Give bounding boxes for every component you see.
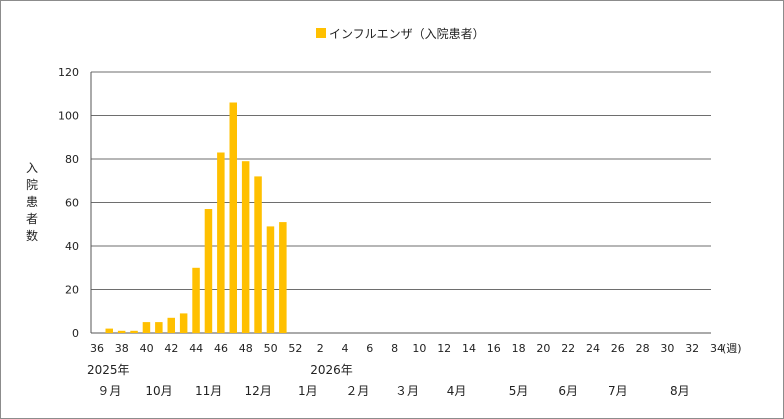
x-tick-label: 6 — [366, 342, 373, 355]
y-tick-label: 40 — [65, 240, 79, 253]
x-tick-label: 40 — [140, 342, 154, 355]
x-tick-label: 20 — [536, 342, 550, 355]
month-label: 1月 — [298, 384, 318, 398]
x-tick-labels: 36 38 40 42 44 46 48 50 52 2 4 6 8 10 12 14 16 18 20 22 24 26… — [90, 342, 724, 355]
month-label: 8月 — [670, 384, 690, 398]
y-axis-label-char: 数 — [26, 228, 38, 243]
bar — [229, 102, 237, 333]
x-tick-label: 8 — [391, 342, 398, 355]
x-tick-label: 22 — [561, 342, 575, 355]
y-tick-label: 0 — [72, 327, 79, 340]
y-tick-label: 100 — [58, 110, 79, 123]
bar — [155, 322, 163, 333]
month-label: ３月 — [395, 384, 419, 398]
bar — [130, 330, 138, 333]
bar — [279, 222, 287, 333]
y-tick-labels: 0 20 40 60 80 100 120 — [58, 66, 79, 340]
year-labels: 2025年 2026年 — [87, 363, 353, 377]
bar — [217, 152, 225, 333]
legend-swatch — [316, 28, 326, 38]
month-labels: ９月 10月 11月 12月 1月 ２月 ３月 4月 5月 6月 7月 8月 — [97, 384, 689, 398]
bar — [254, 176, 262, 333]
y-axis-label-char: 者 — [26, 212, 38, 226]
bars — [105, 102, 287, 334]
bar — [179, 313, 188, 333]
legend: インフルエンザ（入院患者） — [316, 27, 485, 41]
x-tick-label: 50 — [264, 342, 278, 355]
x-tick-label: 42 — [164, 342, 178, 355]
x-tick-label: 34 — [710, 342, 724, 355]
x-axis-unit: (週) — [722, 342, 742, 355]
x-tick-label: 28 — [636, 342, 650, 355]
bar — [241, 161, 250, 333]
year-label: 2025年 — [87, 363, 130, 377]
y-tick-label: 20 — [65, 284, 79, 297]
y-tick-label: 120 — [58, 66, 79, 79]
x-tick-label: 48 — [239, 342, 253, 355]
x-tick-label: 46 — [214, 342, 228, 355]
x-tick-label: 16 — [487, 342, 501, 355]
bar — [192, 267, 200, 334]
month-label: 5月 — [509, 384, 529, 398]
x-tick-label: 52 — [288, 342, 302, 355]
bar — [105, 328, 113, 333]
y-axis-label-char: 院 — [26, 178, 38, 192]
gridlines — [90, 71, 711, 334]
month-label: 4月 — [447, 384, 467, 398]
y-axis-label-char: 入 — [26, 161, 38, 175]
month-label: 10月 — [145, 384, 172, 398]
legend-label: インフルエンザ（入院患者） — [329, 27, 485, 41]
bar — [117, 330, 126, 333]
x-tick-label: 44 — [189, 342, 203, 355]
month-label: 7月 — [608, 384, 628, 398]
bar — [142, 322, 151, 333]
y-tick-label: 60 — [65, 197, 79, 210]
x-tick-label: 12 — [437, 342, 451, 355]
x-tick-label: 38 — [115, 342, 129, 355]
x-tick-label: 14 — [462, 342, 476, 355]
month-label: ９月 — [97, 384, 121, 398]
bar — [204, 209, 213, 333]
x-tick-label: 18 — [512, 342, 526, 355]
x-tick-label: 24 — [586, 342, 600, 355]
y-tick-label: 80 — [65, 153, 79, 166]
x-tick-label: 30 — [660, 342, 674, 355]
x-tick-label: 10 — [412, 342, 426, 355]
x-tick-label: 36 — [90, 342, 104, 355]
month-label: 12月 — [245, 384, 272, 398]
y-axis-label-char: 患 — [26, 195, 38, 209]
x-tick-label: 32 — [685, 342, 699, 355]
month-label: 6月 — [558, 384, 578, 398]
year-label: 2026年 — [310, 363, 353, 377]
bar — [266, 226, 275, 333]
month-label: ２月 — [345, 384, 369, 398]
bar — [167, 317, 175, 333]
x-tick-label: 2 — [317, 342, 324, 355]
month-label: 11月 — [195, 384, 222, 398]
x-tick-label: 4 — [342, 342, 349, 355]
x-tick-label: 26 — [611, 342, 625, 355]
